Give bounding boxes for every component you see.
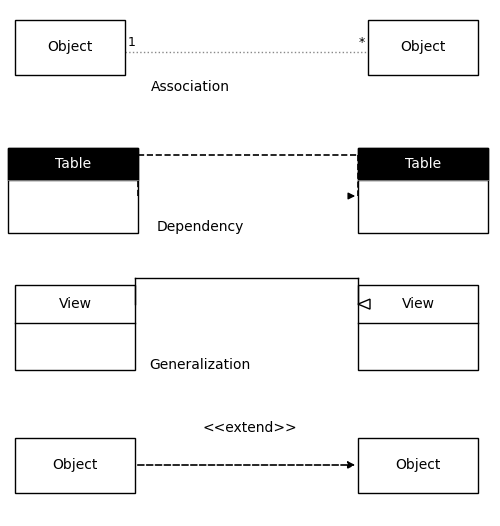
Text: Generalization: Generalization <box>150 358 250 372</box>
Polygon shape <box>358 299 370 309</box>
Bar <box>358 148 488 180</box>
Text: <<extend>>: <<extend>> <box>202 421 298 435</box>
Bar <box>358 438 478 493</box>
Text: Table: Table <box>55 157 91 171</box>
Bar <box>8 148 138 233</box>
Text: View: View <box>58 297 92 311</box>
Text: Object: Object <box>48 41 92 55</box>
Text: Dependency: Dependency <box>156 220 244 234</box>
Bar <box>368 20 478 75</box>
Bar <box>15 438 135 493</box>
Text: 1: 1 <box>128 36 136 49</box>
Text: Object: Object <box>396 459 440 472</box>
Text: View: View <box>402 297 434 311</box>
Text: *: * <box>359 36 365 49</box>
Bar <box>358 148 488 233</box>
Bar <box>8 148 138 180</box>
Text: Object: Object <box>400 41 446 55</box>
Bar <box>15 20 125 75</box>
Text: Table: Table <box>405 157 441 171</box>
Bar <box>15 285 135 370</box>
Bar <box>358 285 478 370</box>
Text: Object: Object <box>52 459 98 472</box>
Text: Association: Association <box>150 80 230 94</box>
